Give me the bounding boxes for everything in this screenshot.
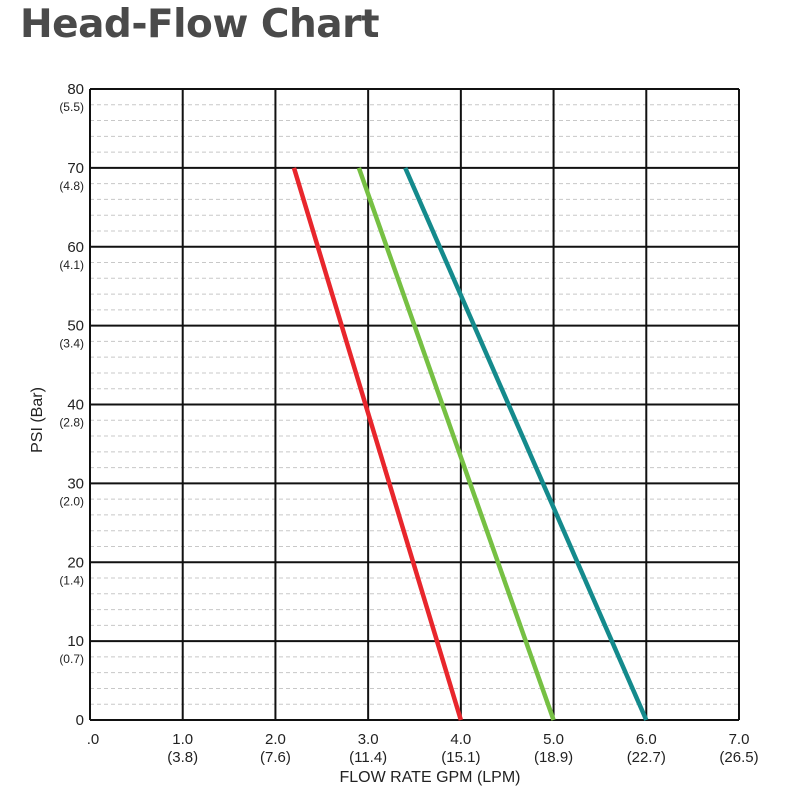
y-tick-sublabel: (2.0) xyxy=(59,494,84,508)
minor-gridlines xyxy=(90,104,739,705)
series-line-3 xyxy=(403,166,649,721)
x-tick-sublabel: (15.1) xyxy=(441,749,480,766)
chart-title: Head-Flow Chart xyxy=(20,2,380,47)
x-axis-label: FLOW RATE GPM (LPM) xyxy=(339,769,520,786)
x-tick-sublabel: (7.6) xyxy=(260,749,291,766)
x-tick-sublabel: (18.9) xyxy=(534,749,573,766)
y-tick-label: 50 xyxy=(67,318,84,335)
series-line-2 xyxy=(356,167,556,721)
y-tick-sublabel: (4.8) xyxy=(59,179,84,193)
x-tick-sublabel: (22.7) xyxy=(627,749,666,766)
y-tick-label: 20 xyxy=(67,554,84,571)
y-tick-sublabel: (4.1) xyxy=(59,258,84,272)
series-line-1 xyxy=(291,167,464,721)
y-tick-label: 30 xyxy=(67,475,84,492)
y-tick-label: 60 xyxy=(67,239,84,256)
x-tick-label: 7.0 xyxy=(729,731,750,748)
y-tick-label: 10 xyxy=(67,633,84,650)
x-tick-sublabel: (3.8) xyxy=(167,749,198,766)
y-tick-sublabel: (1.4) xyxy=(59,573,84,587)
y-tick-label: 70 xyxy=(67,160,84,177)
y-tick-sublabel: (3.4) xyxy=(59,337,84,351)
y-tick-label: 40 xyxy=(67,397,84,414)
y-tick-sublabel: (0.7) xyxy=(59,652,84,666)
x-tick-label: 5.0 xyxy=(543,731,564,748)
x-tick-label: 4.0 xyxy=(450,731,471,748)
x-tick-label: 3.0 xyxy=(358,731,379,748)
x-tick-label: .0 xyxy=(87,731,100,748)
x-tick-label: 6.0 xyxy=(636,731,657,748)
x-tick-sublabel: (11.4) xyxy=(349,749,387,766)
y-tick-sublabel: (2.8) xyxy=(59,416,84,430)
series-lines xyxy=(291,166,649,721)
x-tick-label: 2.0 xyxy=(265,731,286,748)
x-tick-label: 1.0 xyxy=(172,731,193,748)
y-tick-label: 80 xyxy=(67,81,84,98)
tick-labels: 0 10 (0.7) 20 (1.4) 30 (2.0) 40 (2.8) 50 (3.4) 60 (4… xyxy=(59,81,758,766)
major-gridlines xyxy=(89,88,740,721)
y-tick-sublabel: (5.5) xyxy=(59,100,84,114)
y-tick-label: 0 xyxy=(76,712,84,729)
x-tick-sublabel: (26.5) xyxy=(719,749,758,766)
y-axis-label: PSI (Bar) xyxy=(29,387,46,453)
